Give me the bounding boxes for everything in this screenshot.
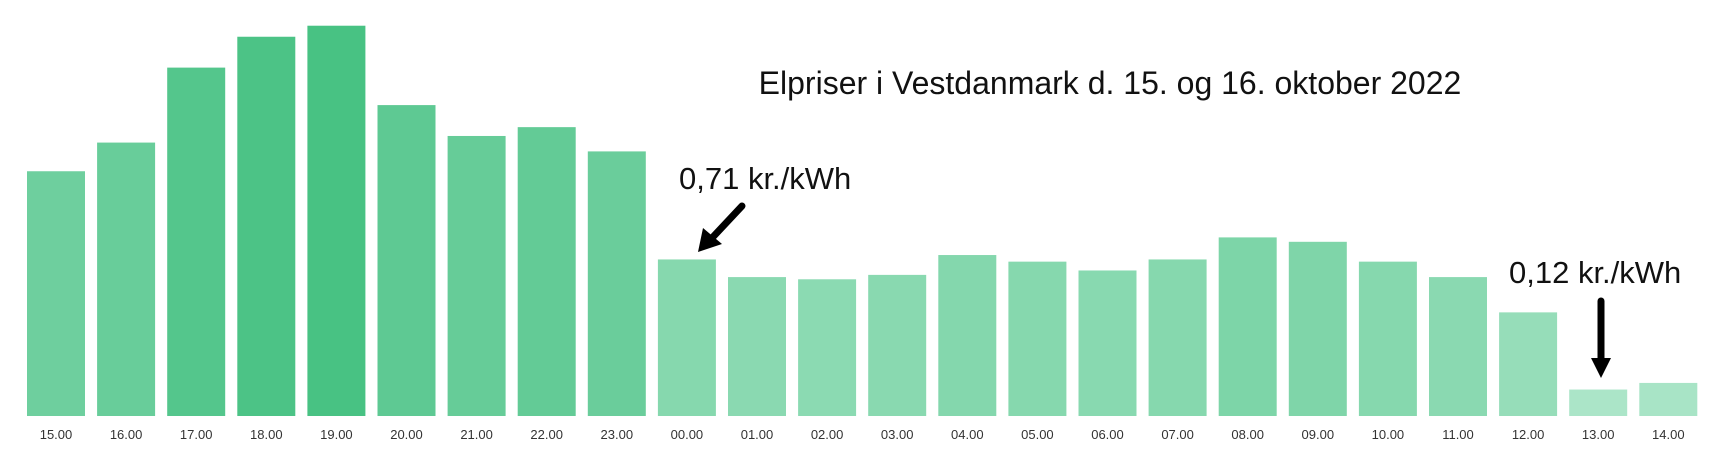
bar: [27, 171, 85, 416]
bar: [1288, 241, 1347, 416]
annotation: 0,71 kr./kWh: [679, 161, 851, 196]
chart-title: Elpriser i Vestdanmark d. 15. og 16. okt…: [759, 65, 1462, 101]
x-tick-label: 23.00: [601, 427, 634, 442]
x-tick-label: 05.00: [1021, 427, 1054, 442]
bar: [167, 67, 226, 417]
arrow-head: [1591, 358, 1611, 378]
x-tick-label: 22.00: [530, 427, 563, 442]
x-tick-label: 01.00: [741, 427, 774, 442]
x-tick-label: 19.00: [320, 427, 353, 442]
bar: [1569, 389, 1628, 416]
x-tick-label: 00.00: [671, 427, 704, 442]
x-tick-label: 20.00: [390, 427, 423, 442]
bar: [657, 259, 716, 416]
bar: [938, 255, 997, 416]
bar: [1358, 261, 1417, 416]
bar: [97, 142, 156, 416]
bar: [237, 36, 296, 417]
x-tick-label: 14.00: [1652, 427, 1685, 442]
x-tick-label: 04.00: [951, 427, 984, 442]
x-tick-label: 03.00: [881, 427, 914, 442]
bar: [1639, 382, 1698, 416]
bar: [1218, 237, 1277, 416]
x-tick-label: 02.00: [811, 427, 844, 442]
bar: [1499, 312, 1558, 416]
x-tick-label: 08.00: [1231, 427, 1264, 442]
bar: [798, 279, 857, 416]
x-tick-label: 17.00: [180, 427, 213, 442]
x-tick-label: 21.00: [460, 427, 493, 442]
x-tick-label: 12.00: [1512, 427, 1545, 442]
arrow: [708, 202, 746, 242]
x-tick-label: 15.00: [40, 427, 73, 442]
x-tick-label: 09.00: [1302, 427, 1335, 442]
arrow-head: [698, 228, 722, 252]
x-tick-label: 11.00: [1442, 427, 1474, 442]
bar: [447, 135, 506, 416]
x-tick-label: 18.00: [250, 427, 283, 442]
x-tick-label: 13.00: [1582, 427, 1615, 442]
bar: [1148, 259, 1207, 416]
bar: [517, 127, 576, 417]
annotation: 0,12 kr./kWh: [1509, 255, 1681, 290]
bar: [728, 277, 786, 416]
bar: [377, 105, 436, 416]
x-tick-label: 07.00: [1161, 427, 1194, 442]
x-tick-label: 16.00: [110, 427, 143, 442]
bar: [1008, 261, 1067, 416]
bar: [587, 151, 646, 416]
x-tick-label: 06.00: [1091, 427, 1124, 442]
x-tick-label: 10.00: [1372, 427, 1405, 442]
bar: [1429, 277, 1487, 416]
bar: [307, 25, 366, 417]
bar: [868, 274, 927, 416]
bar: [1078, 270, 1137, 416]
